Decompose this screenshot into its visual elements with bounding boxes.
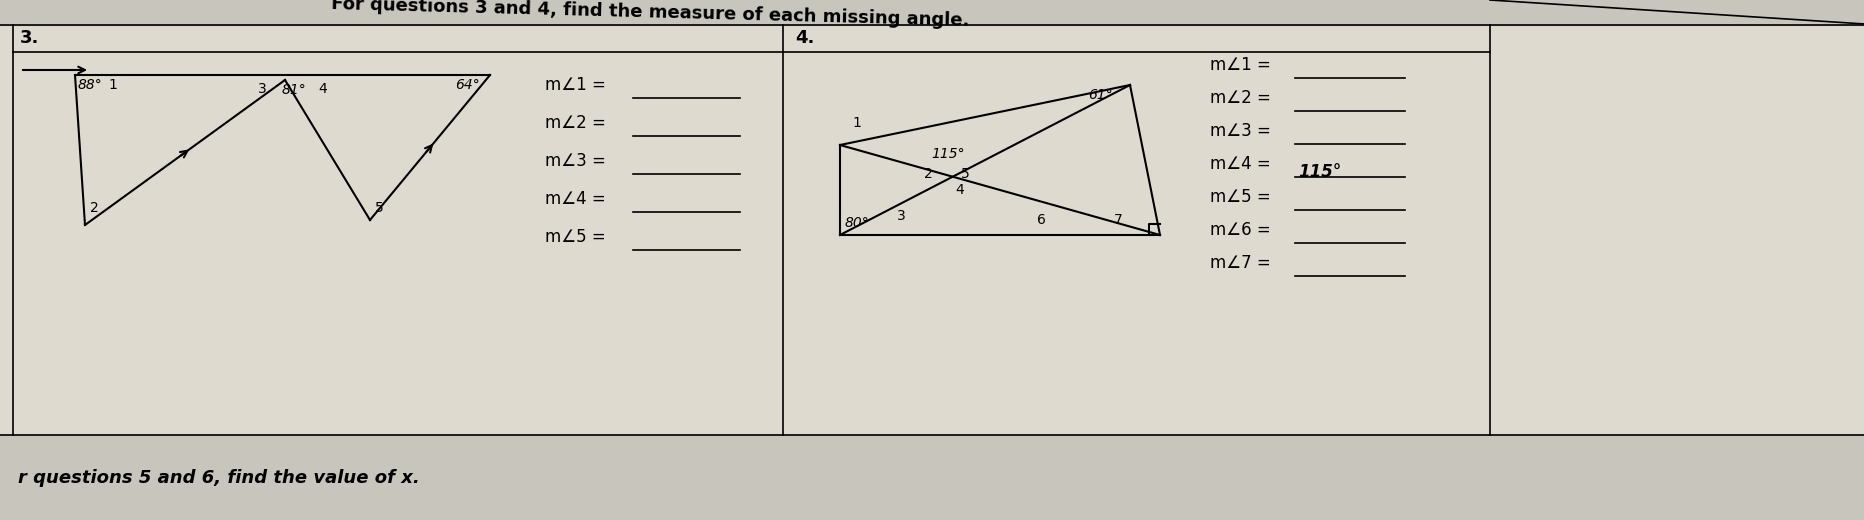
Text: 4: 4	[954, 183, 964, 197]
Text: 3.: 3.	[21, 29, 39, 47]
Text: 115°: 115°	[930, 147, 964, 161]
Text: 61°: 61°	[1087, 88, 1113, 102]
Text: r questions 5 and 6, find the value of x.: r questions 5 and 6, find the value of x…	[19, 469, 419, 487]
Text: 6: 6	[1036, 213, 1046, 227]
Text: m∠2 =: m∠2 =	[544, 114, 606, 132]
Text: 3: 3	[257, 82, 267, 96]
Text: 2: 2	[89, 201, 99, 215]
Text: m∠4 =: m∠4 =	[1210, 155, 1269, 173]
Text: 4.: 4.	[794, 29, 815, 47]
Text: m∠4 =: m∠4 =	[544, 190, 606, 208]
Text: m∠6 =: m∠6 =	[1210, 221, 1269, 239]
Text: m∠3 =: m∠3 =	[1210, 122, 1269, 140]
Text: For questions 3 and 4, find the measure of each missing angle.: For questions 3 and 4, find the measure …	[330, 0, 969, 29]
Text: 7: 7	[1113, 213, 1122, 227]
Text: 80°: 80°	[844, 216, 869, 230]
Text: m∠1 =: m∠1 =	[1210, 56, 1269, 74]
Text: 4: 4	[319, 82, 326, 96]
Text: 115°: 115°	[1297, 163, 1340, 181]
Text: m∠7 =: m∠7 =	[1210, 254, 1269, 272]
Text: m∠3 =: m∠3 =	[544, 152, 606, 170]
Text: 81°: 81°	[281, 83, 306, 97]
Text: 1: 1	[108, 78, 117, 92]
Text: m∠2 =: m∠2 =	[1210, 89, 1269, 107]
Text: m∠1 =: m∠1 =	[544, 76, 606, 94]
Text: m∠5 =: m∠5 =	[544, 228, 606, 246]
Text: 88°: 88°	[78, 78, 103, 92]
Text: m∠5 =: m∠5 =	[1210, 188, 1269, 206]
Text: 5: 5	[375, 201, 384, 215]
Text: 5: 5	[960, 167, 969, 181]
Text: 3: 3	[897, 209, 906, 223]
Text: 64°: 64°	[455, 78, 479, 92]
Text: 2: 2	[923, 167, 932, 181]
Text: 1: 1	[852, 116, 861, 130]
